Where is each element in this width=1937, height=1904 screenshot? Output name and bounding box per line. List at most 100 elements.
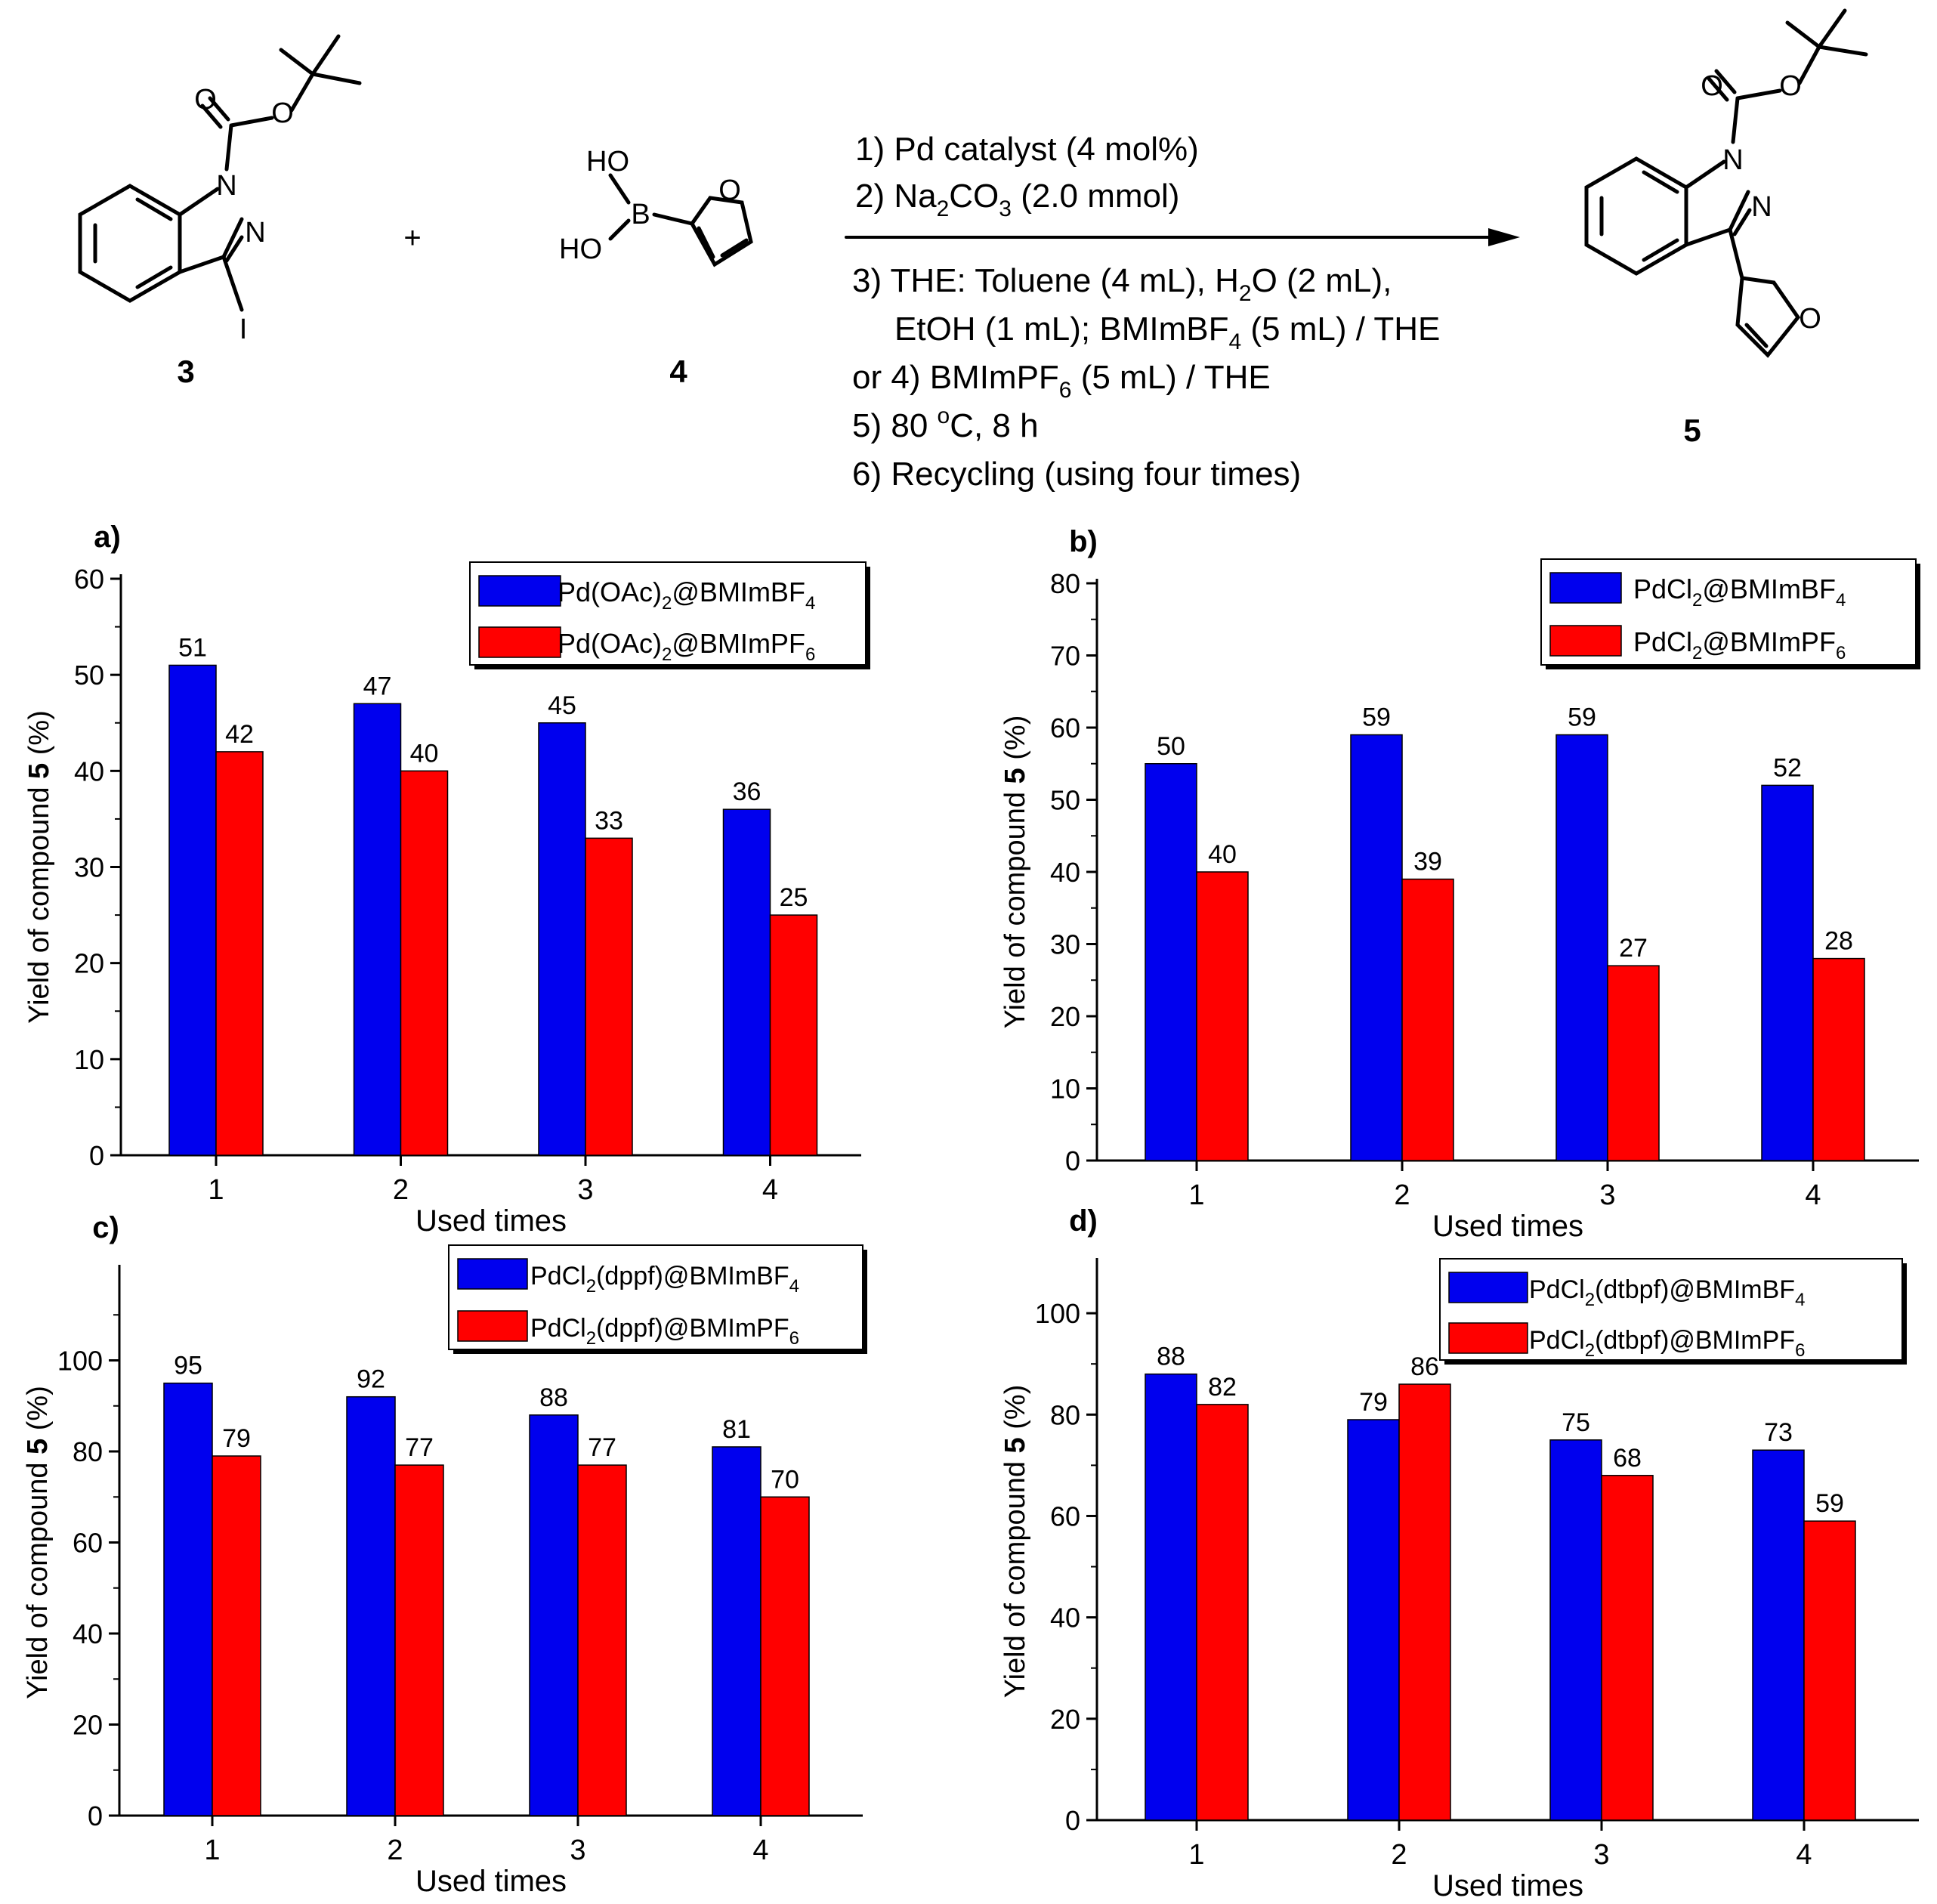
y-tick-label: 20	[74, 948, 104, 979]
data-label: 47	[363, 672, 392, 700]
bar	[1752, 1449, 1805, 1821]
bar	[215, 751, 264, 1156]
bar	[529, 1414, 579, 1816]
data-label: 79	[1359, 1388, 1388, 1417]
bar	[1761, 784, 1814, 1161]
plus-sign: +	[403, 221, 421, 255]
text-span: PdCl	[1633, 626, 1692, 657]
legend-swatch	[1549, 625, 1622, 657]
condition-5: 5) 80 oC, 8 h	[852, 403, 1039, 444]
text-span: (dtbpf)@BMImBF	[1595, 1275, 1795, 1304]
x-tick-label: 4	[1805, 1179, 1821, 1211]
x-axis-title: Used times	[416, 1865, 567, 1898]
data-label: 50	[1157, 732, 1185, 761]
bar	[538, 722, 586, 1156]
bar	[1196, 1404, 1249, 1821]
text-span: 5	[999, 1437, 1031, 1453]
text-span: (dtbpf)@BMImPF	[1595, 1326, 1795, 1355]
y-tick-label: 40	[1050, 857, 1080, 888]
text-span: (%)	[999, 1385, 1031, 1438]
x-tick-label: 2	[1391, 1839, 1407, 1871]
text-span: Yield of compound	[22, 1454, 54, 1699]
atom-label: O	[1799, 303, 1821, 335]
y-tick-label: 80	[73, 1436, 103, 1467]
x-tick-label: 4	[1796, 1839, 1812, 1871]
text-span: 2	[1585, 1340, 1595, 1361]
bar	[1145, 763, 1197, 1161]
condition-3: 3) THE: Toluene (4 mL), H2O (2 mL),	[852, 262, 1392, 306]
bar	[163, 1382, 213, 1816]
bar	[1803, 1520, 1856, 1821]
text-span: @BMImPF	[672, 628, 805, 659]
bar	[212, 1455, 261, 1816]
atom-label: HO	[559, 233, 602, 265]
legend-label: PdCl2@BMImBF4	[1633, 573, 1846, 610]
x-tick-label: 2	[1394, 1179, 1410, 1211]
text-span: PdCl	[1529, 1326, 1585, 1355]
y-tick-label: 80	[1050, 568, 1080, 599]
bar	[1145, 1373, 1197, 1821]
x-tick-label: 2	[387, 1834, 403, 1866]
chart-panel-c: 0 20 40 60 80 100 1 95 79 2 92 77 3 88 77 4 81 70 Used tim…	[22, 1211, 867, 1898]
text-span: 2	[1692, 643, 1702, 663]
x-tick-label: 1	[1188, 1839, 1204, 1871]
bar	[1549, 1439, 1602, 1821]
bar	[577, 1464, 627, 1816]
bar	[1398, 1383, 1451, 1821]
atom-label: O	[194, 84, 217, 116]
bar	[353, 703, 402, 1156]
data-label: 82	[1208, 1373, 1237, 1402]
legend-label: Pd(OAc)2@BMImPF6	[558, 628, 815, 665]
y-axis-title: Yield of compound 5 (%)	[22, 1386, 54, 1699]
bar	[769, 914, 818, 1156]
data-label: 59	[1362, 703, 1391, 732]
y-tick-label: 60	[1050, 712, 1080, 743]
legend-label: PdCl2(dppf)@BMImPF6	[530, 1314, 799, 1349]
y-axis-title: Yield of compound 5 (%)	[23, 710, 55, 1024]
panel-label: c)	[92, 1211, 119, 1244]
x-axis-title: Used times	[416, 1204, 567, 1238]
legend-swatch	[1549, 572, 1622, 604]
compound-3-structure	[78, 34, 362, 312]
text-span: Pd(OAc)	[558, 628, 662, 659]
text-span: @BMImBF	[1702, 573, 1836, 604]
compound-5-label: 5	[1683, 413, 1701, 448]
condition-6: 6) Recycling (using four times)	[852, 456, 1301, 493]
data-label: 79	[222, 1424, 251, 1453]
y-axis-title: Yield of compound 5 (%)	[999, 716, 1031, 1029]
text-span: 2	[1585, 1290, 1595, 1310]
x-tick-label: 1	[208, 1174, 224, 1206]
text-span: PdCl	[530, 1314, 586, 1343]
y-tick-label: 40	[74, 756, 104, 787]
y-tick-label: 10	[1050, 1074, 1080, 1105]
legend-swatch	[478, 575, 561, 607]
data-label: 77	[588, 1433, 616, 1462]
text-span: 4	[789, 1276, 799, 1297]
data-label: 77	[405, 1433, 434, 1462]
legend-swatch	[457, 1258, 528, 1290]
legend-label: PdCl2(dtbpf)@BMImPF6	[1529, 1326, 1805, 1361]
data-label: 88	[539, 1383, 568, 1412]
y-tick-label: 30	[74, 852, 104, 883]
condition-4: or 4) BMImPF6 (5 mL) / THE	[852, 359, 1271, 403]
x-tick-label: 3	[570, 1834, 585, 1866]
text-span: 6	[1836, 643, 1846, 663]
text-span: 2	[662, 644, 672, 665]
text-span: (dppf)@BMImPF	[596, 1314, 789, 1343]
text-span: @BMImPF	[1702, 626, 1836, 657]
y-tick-label: 100	[57, 1346, 103, 1377]
text-span: 2	[586, 1276, 596, 1297]
text-span: PdCl	[530, 1262, 586, 1290]
text-span: @BMImBF	[672, 576, 805, 607]
legend-swatch	[1448, 1272, 1528, 1303]
data-label: 59	[1568, 703, 1596, 732]
text-span: 5	[23, 763, 55, 779]
data-label: 86	[1410, 1352, 1439, 1381]
text-span: 2	[662, 593, 672, 614]
bar	[346, 1396, 396, 1816]
x-tick-label: 1	[204, 1834, 220, 1866]
data-label: 92	[357, 1365, 385, 1394]
text-span: (dppf)@BMImBF	[596, 1262, 789, 1290]
data-label: 70	[771, 1465, 799, 1494]
atom-label: HO	[586, 146, 629, 178]
